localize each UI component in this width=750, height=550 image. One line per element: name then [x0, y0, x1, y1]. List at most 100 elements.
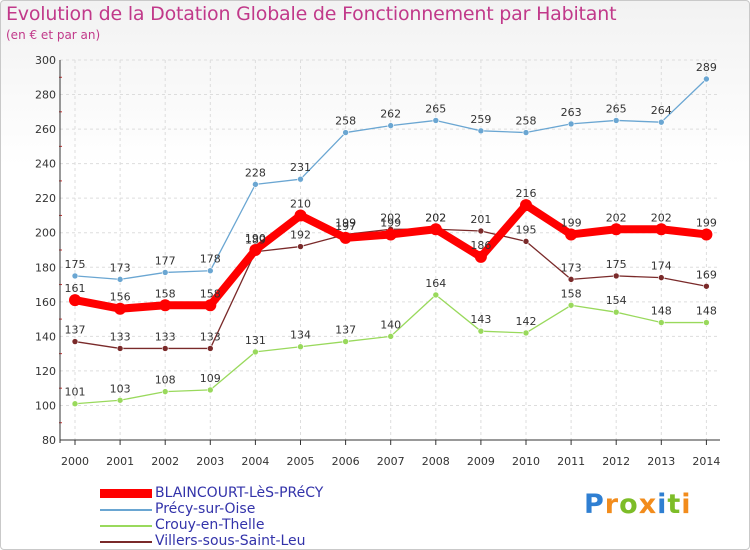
- y-tick-label: 100: [35, 399, 56, 412]
- data-point: [567, 301, 575, 309]
- data-point: [477, 227, 485, 235]
- data-point: [71, 338, 79, 345]
- data-point: [204, 299, 217, 312]
- data-label: 173: [110, 261, 131, 274]
- logo-letter: x: [638, 489, 658, 520]
- data-label: 108: [155, 374, 176, 387]
- logo-letter: r: [604, 489, 620, 520]
- legend-label: Précy-sur-Oise: [155, 501, 256, 517]
- logo-letter: i: [681, 489, 692, 520]
- data-label: 262: [380, 108, 401, 121]
- y-tick-label: 260: [35, 123, 56, 136]
- data-point: [69, 294, 81, 307]
- data-label: 175: [65, 258, 86, 271]
- data-label: 109: [200, 372, 221, 385]
- data-point: [161, 269, 169, 276]
- y-tick-label: 240: [35, 158, 56, 171]
- data-label: 199: [335, 216, 356, 229]
- y-tick-label: 220: [35, 192, 56, 205]
- data-label: 201: [470, 213, 491, 226]
- data-point: [567, 276, 575, 283]
- data-point: [612, 272, 620, 280]
- data-point: [567, 120, 575, 128]
- data-label: 189: [245, 234, 266, 247]
- data-point: [297, 343, 304, 351]
- data-point: [294, 209, 307, 222]
- data-label: 202: [651, 211, 672, 224]
- y-tick-label: 140: [35, 330, 56, 343]
- data-label: 134: [290, 329, 311, 342]
- legend-swatch: [100, 541, 152, 543]
- data-point: [703, 75, 710, 83]
- data-label: 199: [561, 216, 582, 229]
- x-tick-label: 2012: [602, 455, 630, 468]
- legend-swatch: [100, 509, 152, 511]
- legend-label: BLAINCOURT-LèS-PRéCY: [155, 485, 324, 501]
- x-tick-label: 2013: [647, 455, 675, 468]
- x-tick-label: 2003: [196, 455, 224, 468]
- data-label: 197: [335, 220, 356, 233]
- data-label: 148: [651, 305, 672, 318]
- data-label: 258: [335, 115, 356, 128]
- data-label: 156: [110, 291, 131, 304]
- data-point: [429, 223, 442, 236]
- data-point: [207, 386, 214, 394]
- data-point: [249, 244, 262, 256]
- data-label: 202: [425, 211, 446, 224]
- x-tick-label: 2005: [287, 455, 315, 468]
- data-label: 210: [290, 197, 311, 210]
- data-label: 103: [110, 382, 131, 395]
- data-label: 148: [696, 305, 717, 318]
- data-point: [339, 231, 352, 244]
- data-label: 263: [561, 106, 582, 119]
- data-point: [432, 117, 440, 124]
- data-point: [71, 400, 79, 408]
- data-point: [432, 291, 440, 299]
- y-tick-label: 160: [35, 296, 56, 309]
- data-point: [612, 117, 620, 124]
- data-point: [116, 276, 124, 283]
- data-point: [522, 329, 530, 337]
- data-point: [610, 223, 623, 236]
- data-label: 133: [155, 330, 176, 343]
- data-label: 158: [155, 287, 176, 300]
- data-label: 177: [155, 254, 176, 267]
- data-point: [116, 396, 124, 404]
- data-label: 265: [606, 102, 627, 115]
- data-point: [703, 319, 710, 326]
- y-tick-label: 80: [42, 434, 56, 447]
- data-point: [655, 223, 668, 236]
- data-label: 228: [245, 166, 266, 179]
- x-tick-label: 2001: [106, 455, 134, 468]
- data-point: [159, 299, 172, 312]
- data-point: [657, 274, 665, 281]
- data-point: [342, 129, 349, 136]
- data-label: 143: [470, 313, 491, 326]
- data-point: [520, 199, 532, 212]
- x-tick-label: 2004: [241, 455, 269, 468]
- data-label: 169: [696, 268, 717, 281]
- data-label: 140: [380, 318, 401, 331]
- data-point: [252, 348, 259, 356]
- data-point: [703, 282, 710, 290]
- data-point: [387, 333, 395, 340]
- data-label: 101: [65, 386, 86, 399]
- data-label: 137: [335, 324, 356, 337]
- x-tick-label: 2006: [332, 455, 360, 468]
- data-point: [387, 122, 395, 129]
- data-label: 174: [651, 260, 672, 273]
- data-label: 131: [245, 334, 266, 347]
- logo-letter: P: [584, 489, 605, 520]
- data-label: 164: [425, 277, 446, 290]
- x-tick-label: 2002: [151, 455, 179, 468]
- data-point: [297, 243, 304, 250]
- data-point: [161, 388, 169, 395]
- data-point: [477, 127, 485, 135]
- y-tick-label: 300: [35, 54, 56, 67]
- data-point: [207, 267, 214, 275]
- data-point: [612, 308, 620, 316]
- data-point: [522, 129, 530, 136]
- data-label: 133: [200, 330, 221, 343]
